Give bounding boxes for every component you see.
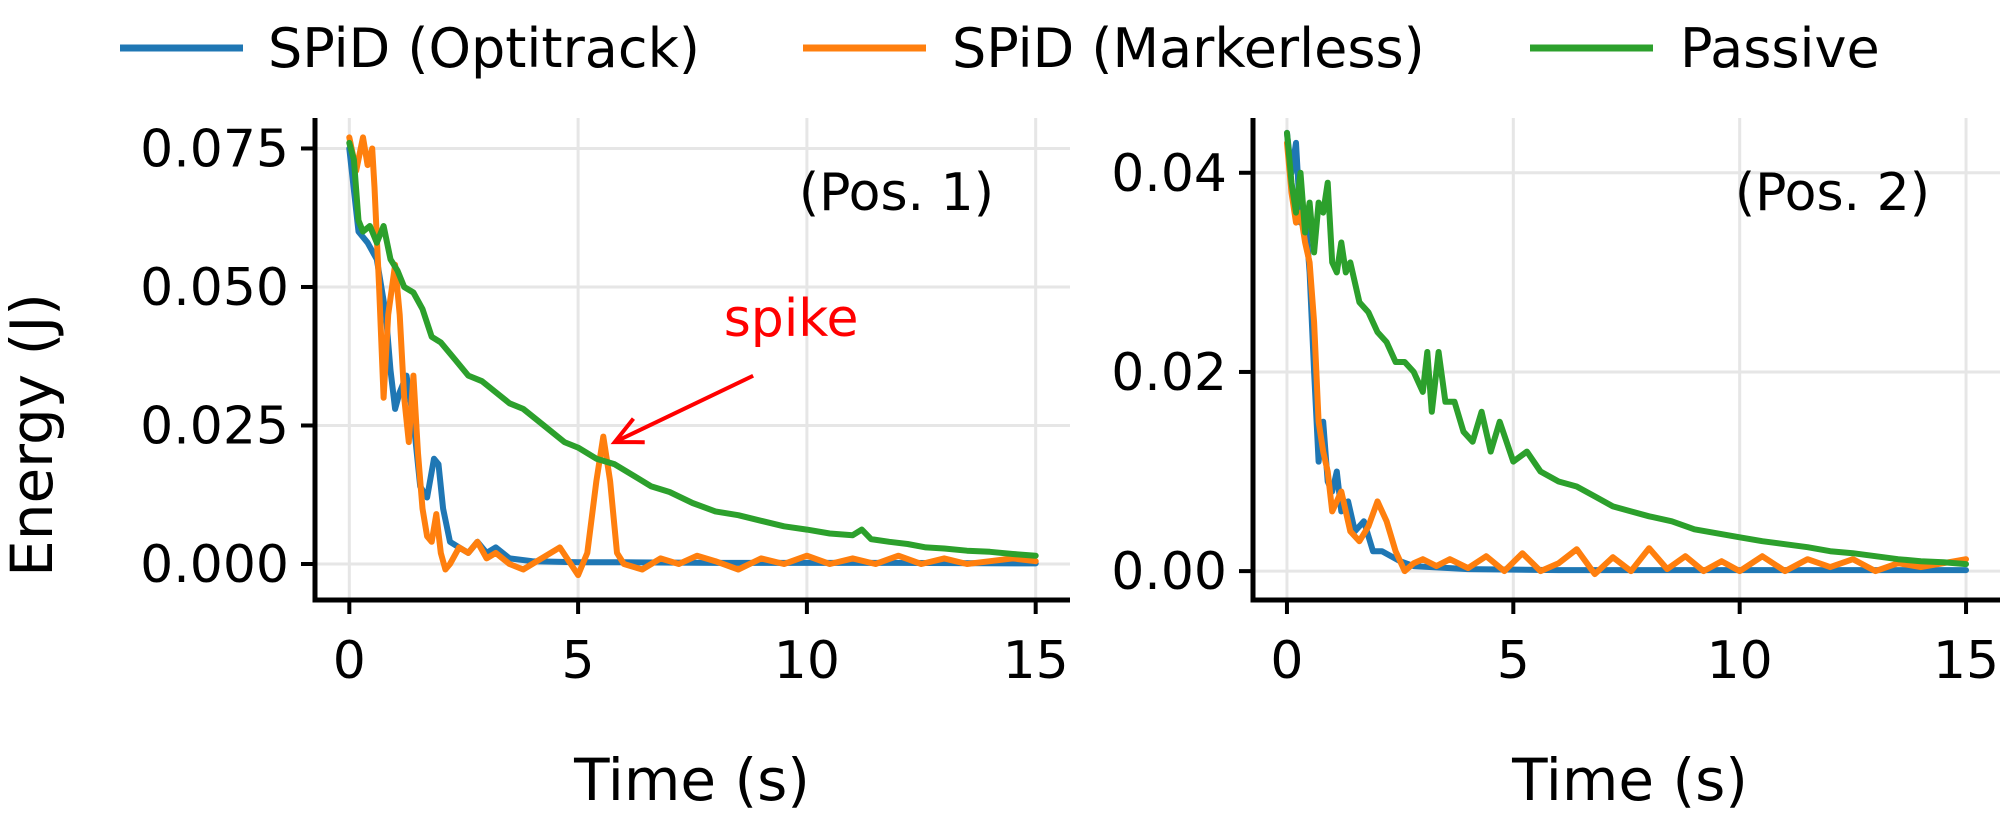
x-tick-label: 0	[1270, 631, 1303, 691]
spike-annotation: spike	[610, 289, 859, 445]
chart-panel-pos-1: 0 5 10 15 0.000 0.025 0.050 0.075 (Pos. 1) Time…	[0, 118, 1070, 814]
legend-label-optitrack: SPiD (Optitrack)	[268, 17, 700, 80]
axes	[312, 118, 1070, 603]
spike-arrowhead	[610, 417, 645, 445]
x-tick-label: 0	[333, 631, 366, 691]
chart-panel-pos-2: 0 5 10 15 0.00 0.02 0.04 (Pos. 2) Time (s)	[1111, 118, 2000, 814]
series-line-spid-markerless	[1284, 139, 1969, 578]
panel-label: (Pos. 2)	[1735, 163, 1930, 223]
axes	[1250, 118, 2000, 603]
grid	[315, 118, 1070, 600]
spike-arrow	[613, 373, 755, 444]
series-line-passive	[346, 139, 1039, 559]
y-tick-label: 0.04	[1111, 144, 1227, 204]
series-line-passive	[1284, 129, 1969, 568]
x-axis-label: Time (s)	[1511, 746, 1748, 814]
y-tick-label: 0.025	[140, 396, 289, 456]
ticks: 0 5 10 15 0.00 0.02 0.04	[1111, 144, 1999, 691]
x-tick-label: 5	[1497, 631, 1530, 691]
y-tick-label: 0.075	[140, 119, 289, 179]
legend-label-markerless: SPiD (Markerless)	[952, 17, 1425, 80]
x-tick-label: 15	[1933, 631, 1999, 691]
x-tick-label: 10	[774, 631, 840, 691]
series-line-spid-markerless	[346, 134, 1039, 579]
series-group	[346, 134, 1039, 579]
ticks: 0 5 10 15 0.000 0.025 0.050 0.075	[140, 119, 1069, 691]
y-tick-label: 0.000	[140, 535, 289, 595]
y-tick-label: 0.050	[140, 258, 289, 318]
series-group	[1284, 129, 1969, 578]
y-tick-label: 0.00	[1111, 542, 1227, 602]
spike-label: spike	[724, 289, 859, 349]
legend: SPiD (Optitrack) SPiD (Markerless) Passi…	[120, 17, 1880, 80]
y-axis-label: Energy (J)	[0, 293, 66, 577]
y-tick-label: 0.02	[1111, 343, 1227, 403]
x-tick-label: 10	[1707, 631, 1773, 691]
x-axis-label: Time (s)	[573, 746, 810, 814]
legend-label-passive: Passive	[1680, 17, 1880, 80]
panel-label: (Pos. 1)	[799, 163, 994, 223]
x-tick-label: 5	[562, 631, 595, 691]
x-tick-label: 15	[1003, 631, 1069, 691]
